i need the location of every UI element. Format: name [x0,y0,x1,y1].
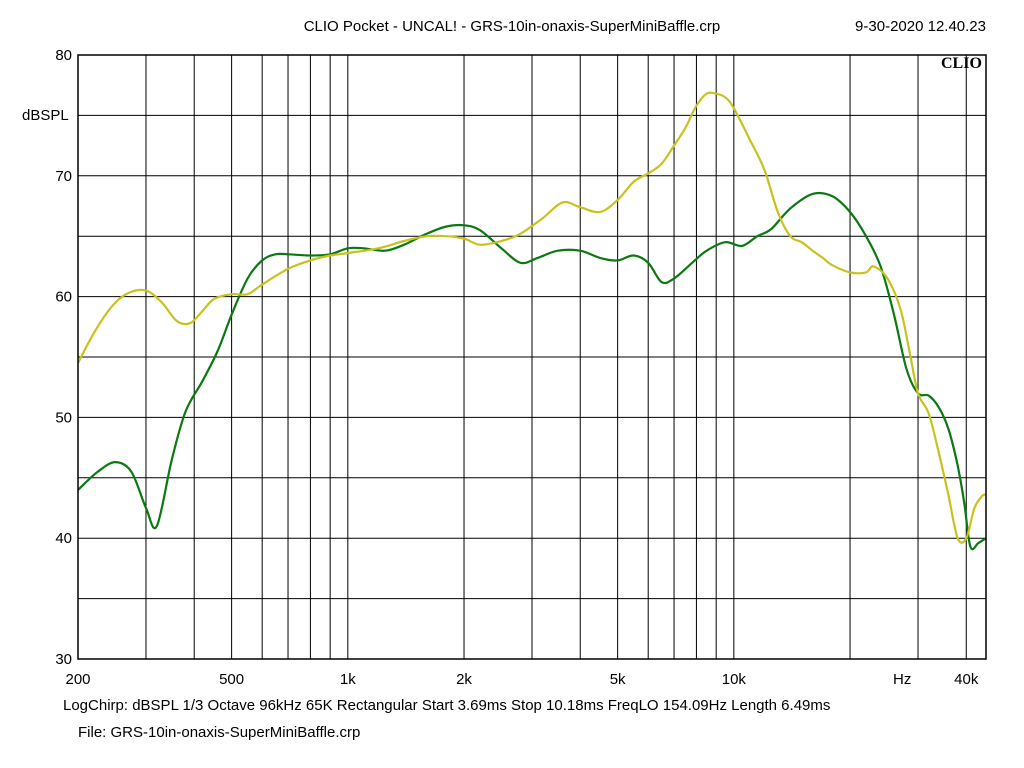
y-tick-label: 30 [55,651,72,668]
y-tick-label: 70 [55,168,72,185]
x-tick-label: 200 [65,671,90,688]
x-tick-label: 500 [219,671,244,688]
y-axis-label: dBSPL [22,107,69,124]
y-tick-label: 40 [55,530,72,547]
x-axis-label: Hz [893,671,911,688]
x-tick-label: 5k [610,671,626,688]
plot-frame [77,54,987,660]
y-tick-labels: 30 40 50 60 70 80 [55,47,72,668]
clio-logo: CLIO [941,55,982,72]
x-tick-label: 2k [456,671,472,688]
y-tick-label: 80 [55,47,72,64]
measurement-settings: LogChirp: dBSPL 1/3 Octave 96kHz 65K Rec… [63,697,831,714]
grid-lines [78,55,986,659]
y-tick-label: 50 [55,409,72,426]
file-name: File: GRS-10in-onaxis-SuperMiniBaffle.cr… [78,724,361,741]
y-tick-label: 60 [55,289,72,306]
x-tick-label: 10k [722,671,747,688]
x-tick-label: 40k [954,671,979,688]
x-tick-label: 1k [340,671,356,688]
chart-title: CLIO Pocket - UNCAL! - GRS-10in-onaxis-S… [303,18,721,35]
series-line-yellow [77,91,987,544]
series-lines [77,91,987,551]
timestamp: 9-30-2020 12.40.23 [855,18,986,35]
series-line-green [77,191,987,551]
x-tick-labels: 200 500 1k 2k 5k 10k 40k [65,671,978,688]
